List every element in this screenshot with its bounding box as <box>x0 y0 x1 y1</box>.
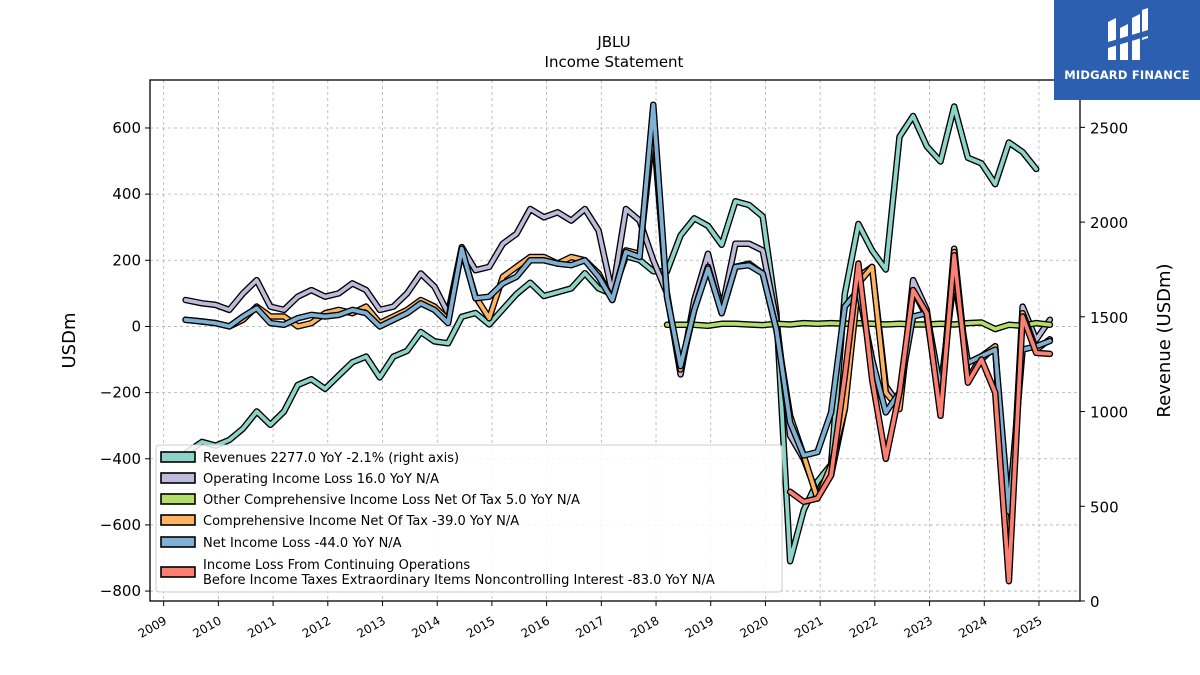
x-tick-label: 2020 <box>737 613 770 640</box>
x-tick-label: 2009 <box>136 613 169 640</box>
y-tick-label: 600 <box>112 119 141 137</box>
series-lines <box>182 101 1054 585</box>
plot-frame <box>149 79 1081 602</box>
y-tick-label: 400 <box>112 185 141 203</box>
legend-swatch <box>160 566 196 578</box>
legend-box <box>155 444 783 593</box>
x-tick-label: 2022 <box>847 613 880 640</box>
legend-swatch <box>160 472 196 484</box>
x-tick-label: 2015 <box>464 613 497 640</box>
legend-swatch <box>160 493 196 505</box>
y-tick-label: −200 <box>100 384 141 402</box>
legend-label: Other Comprehensive Income Loss Net Of T… <box>203 493 580 508</box>
y-axis-label: USDm <box>59 313 80 369</box>
y2-tick-label: 500 <box>1090 498 1119 516</box>
legend-label: Income Loss From Continuing Operations <box>203 558 470 573</box>
x-tick-label: 2025 <box>1011 613 1044 640</box>
y-tick-label: 200 <box>112 251 141 269</box>
y2-tick-label: 2500 <box>1090 119 1128 137</box>
y2-tick-label: 2000 <box>1090 214 1128 232</box>
y-tick-label: −600 <box>100 516 141 534</box>
legend-label: Before Income Taxes Extraordinary Items … <box>203 573 715 588</box>
x-tick-label: 2018 <box>628 613 661 640</box>
legend: Revenues 2277.0 YoY -2.1% (right axis) Op… <box>155 444 783 593</box>
series-line-5 <box>788 253 1052 584</box>
x-tick-label: 2016 <box>519 613 552 640</box>
legend-swatch <box>160 451 196 463</box>
legend-label: Net Income Loss -44.0 YoY N/A <box>203 536 402 551</box>
legend-swatch <box>160 514 196 526</box>
logo-text: MIDGARD FINANCE <box>1064 68 1190 82</box>
chart-title: JBLU <box>596 33 630 51</box>
y-tick-label: −800 <box>100 582 141 600</box>
legend-label: Revenues 2277.0 YoY -2.1% (right axis) <box>203 451 459 466</box>
x-tick-label: 2010 <box>190 613 223 640</box>
y2-tick-label: 1000 <box>1090 404 1128 422</box>
x-tick-label: 2019 <box>683 613 716 640</box>
y2-tick-label: 1500 <box>1090 309 1128 327</box>
x-tick-label: 2024 <box>956 613 989 640</box>
legend-swatch <box>160 536 196 548</box>
y-tick-label: −400 <box>100 450 141 468</box>
series-line-2 <box>665 320 1052 331</box>
x-tick-label: 2021 <box>792 613 825 640</box>
x-tick-label: 2023 <box>902 613 935 640</box>
legend-label: Comprehensive Income Net Of Tax -39.0 Yo… <box>203 514 519 529</box>
y2-axis-label: Revenue (USDm) <box>1154 263 1175 417</box>
x-tick-label: 2013 <box>355 613 388 640</box>
x-tick-label: 2011 <box>245 613 278 640</box>
y-tick-label: 0 <box>131 317 141 335</box>
chart-subtitle: Income Statement <box>545 53 684 71</box>
x-tick-label: 2014 <box>409 613 442 640</box>
x-tick-label: 2012 <box>300 613 333 640</box>
brand-logo: MIDGARD FINANCE <box>1054 0 1200 100</box>
x-tick-label: 2017 <box>573 613 606 640</box>
legend-label: Operating Income Loss 16.0 YoY N/A <box>203 472 439 487</box>
y2-tick-label: 0 <box>1090 593 1100 611</box>
logo-mark-icon <box>1108 8 1148 60</box>
